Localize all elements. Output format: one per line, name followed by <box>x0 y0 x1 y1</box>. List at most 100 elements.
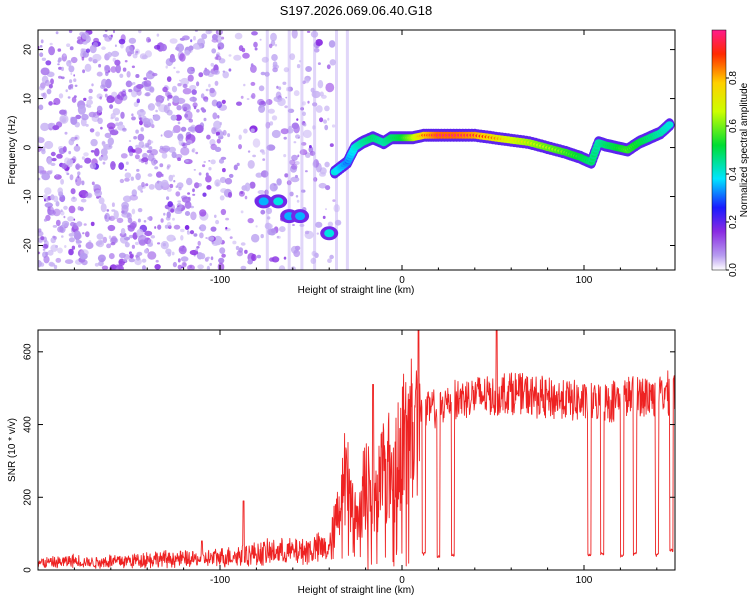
noise-speck <box>222 70 226 73</box>
noise-speck <box>166 166 170 170</box>
noise-speck <box>295 195 299 198</box>
noise-speck <box>120 111 125 119</box>
noise-speck <box>260 71 266 76</box>
colorbar: 0.0 0.2 0.4 0.6 0.8 Normalized spectral ampl… <box>711 29 750 277</box>
noise-speck <box>270 32 277 42</box>
noise-speck <box>202 192 207 197</box>
noise-speck <box>122 258 127 262</box>
noise-speck <box>171 251 175 256</box>
noise-speck <box>208 30 213 34</box>
noise-speck <box>134 48 140 55</box>
noise-speck <box>128 234 134 239</box>
noise-speck <box>61 163 68 170</box>
noise-speck <box>97 117 103 125</box>
noise-streak <box>287 30 291 270</box>
noise-speck <box>68 205 76 214</box>
noise-speck <box>110 34 113 38</box>
noise-speck <box>77 36 82 41</box>
noise-speck <box>98 156 103 161</box>
noise-speck <box>329 59 336 66</box>
noise-speck <box>135 144 140 149</box>
noise-speck <box>200 93 205 99</box>
noise-speck <box>124 172 132 179</box>
noise-speck <box>309 145 312 149</box>
noise-speck <box>102 34 108 38</box>
noise-speck <box>246 98 250 100</box>
noise-speck <box>63 215 66 219</box>
snr-x-label: Height of straight line (km) <box>298 585 415 596</box>
snr-panel: -100 0 100 0 200 400 600 Height of straight l… <box>7 329 676 596</box>
noise-speck <box>210 62 215 67</box>
noise-speck <box>110 161 116 170</box>
noise-speck <box>81 156 85 160</box>
noise-speck <box>111 235 117 244</box>
noise-speck <box>317 62 321 65</box>
noise-speck <box>118 121 124 126</box>
noise-speck <box>190 211 197 221</box>
noise-speck <box>209 87 215 94</box>
noise-speck <box>125 161 129 165</box>
noise-speck <box>290 176 300 183</box>
noise-speck <box>238 144 242 150</box>
noise-speck <box>177 200 181 203</box>
noise-speck <box>176 105 182 111</box>
noise-speck <box>240 242 246 246</box>
noise-speck <box>157 224 162 230</box>
colorbar-tick-label: 0.6 <box>728 119 739 133</box>
noise-speck <box>209 70 213 74</box>
noise-speck <box>160 241 169 250</box>
noise-speck <box>166 76 172 82</box>
noise-speck <box>165 65 168 69</box>
noise-speck <box>64 259 74 264</box>
noise-speck <box>96 233 104 240</box>
noise-speck <box>122 195 132 203</box>
noise-speck <box>57 59 61 63</box>
noise-speck <box>272 67 278 73</box>
noise-speck <box>124 177 130 182</box>
noise-speck <box>73 74 76 77</box>
noise-speck <box>262 158 266 161</box>
noise-speck <box>182 83 188 89</box>
noise-speck <box>180 256 189 262</box>
noise-speck <box>218 158 225 164</box>
noise-speck <box>95 131 100 137</box>
noise-speck <box>173 224 181 230</box>
noise-speck <box>114 117 119 122</box>
noise-speck <box>206 256 210 259</box>
noise-speck <box>130 176 134 181</box>
noise-speck <box>41 149 46 155</box>
noise-speck <box>228 54 232 57</box>
noise-speck <box>96 105 103 114</box>
noise-speck <box>244 249 248 254</box>
noise-speck <box>149 87 155 93</box>
noise-speck <box>90 138 98 147</box>
noise-speck <box>147 251 157 260</box>
noise-speck <box>88 240 92 243</box>
noise-speck <box>213 120 222 130</box>
noise-speck <box>69 159 74 164</box>
noise-speck <box>185 159 189 163</box>
noise-speck <box>189 96 197 102</box>
noise-streak <box>335 30 338 270</box>
spectrogram-y-label: Frequency (Hz) <box>7 116 18 185</box>
spectrogram-y-ticks: -20 -10 0 10 20 <box>23 44 675 253</box>
noise-speck <box>154 226 157 229</box>
noise-speck <box>247 218 254 224</box>
noise-speck <box>81 56 85 61</box>
noise-speck <box>62 146 67 153</box>
noise-speck <box>285 96 288 99</box>
noise-speck <box>70 196 77 203</box>
noise-speck <box>40 236 45 241</box>
noise-speck <box>138 30 142 34</box>
noise-speck <box>173 180 176 183</box>
noise-speck <box>119 73 124 79</box>
noise-speck <box>129 194 138 201</box>
noise-streak <box>265 30 269 270</box>
noise-speck <box>98 260 104 267</box>
noise-speck <box>121 210 125 214</box>
noise-speck <box>71 96 77 103</box>
noise-speck <box>72 196 75 200</box>
noise-speck <box>157 242 161 245</box>
noise-speck <box>110 242 116 246</box>
noise-speck <box>234 32 243 40</box>
